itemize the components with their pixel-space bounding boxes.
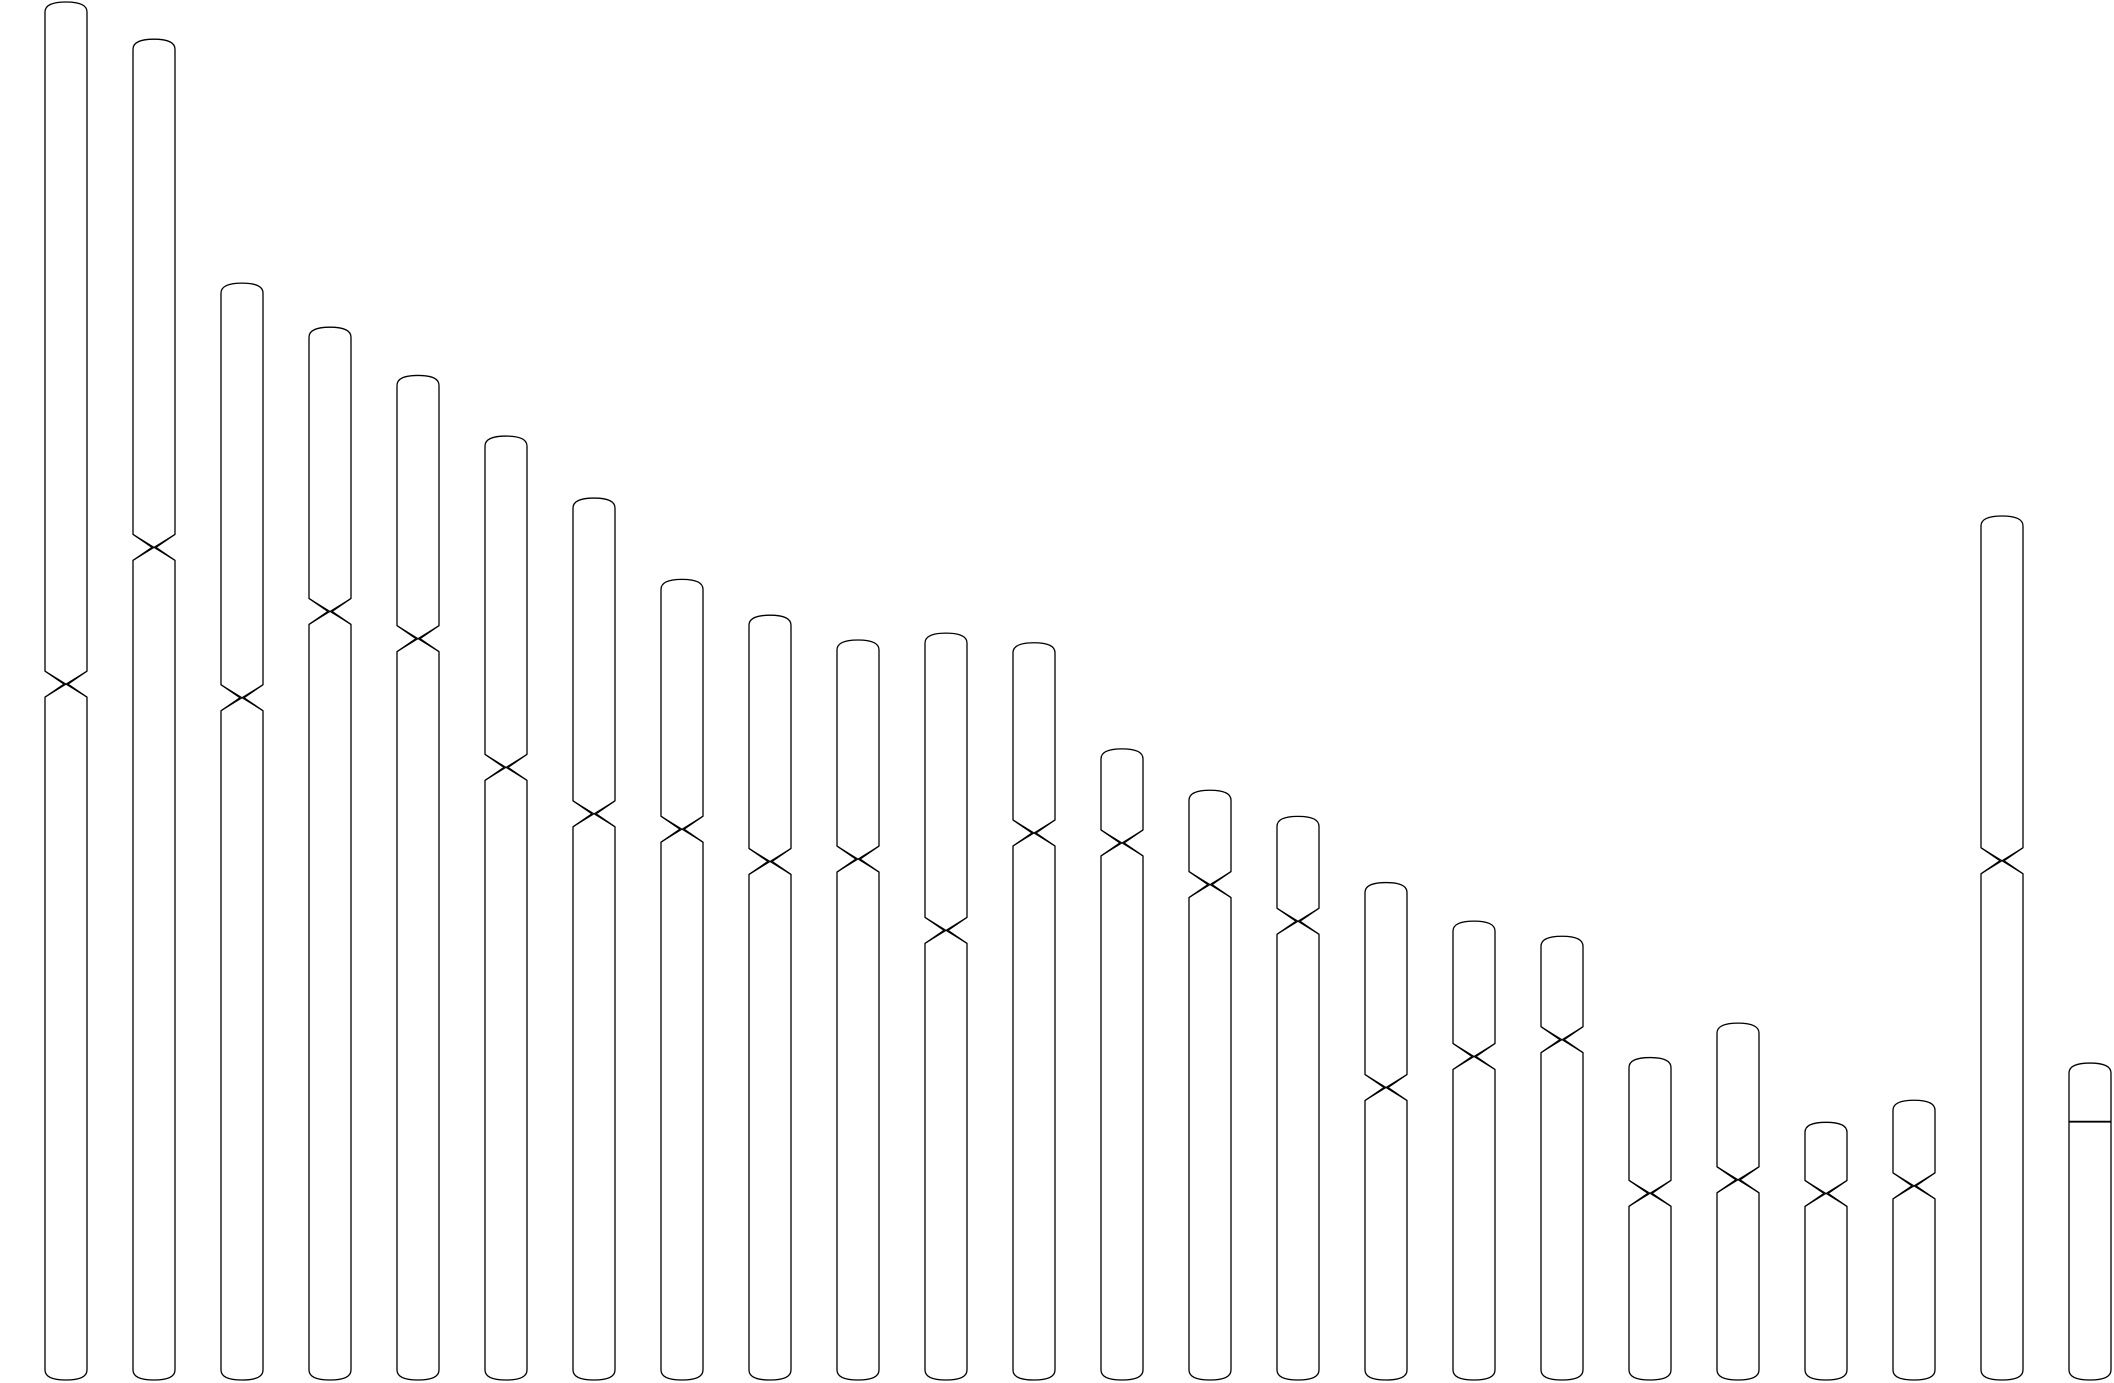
centromere-cross-line <box>1276 907 1320 935</box>
chromosome-outline <box>44 1 88 1381</box>
centromere-cross-line <box>924 916 968 944</box>
centromere-cross-line <box>1452 1043 1496 1070</box>
chromosome-21 <box>1804 1121 1848 1381</box>
centromere-cross-line <box>44 670 88 698</box>
centromere-cross-line <box>660 815 704 843</box>
chromosome-13 <box>1100 748 1144 1381</box>
centromere-cross-line <box>220 684 264 712</box>
chromosome-outline <box>1188 789 1232 1381</box>
centromere-cross-line <box>1100 829 1144 857</box>
chromosome-outline <box>1716 1022 1760 1381</box>
chromosome-X <box>1980 515 2024 1381</box>
chromosome-outline <box>1804 1121 1848 1381</box>
chromosome-5 <box>396 374 440 1381</box>
chromosome-12 <box>1012 642 1056 1381</box>
chromosome-10 <box>836 639 880 1381</box>
chromosome-22 <box>1892 1099 1936 1381</box>
chromosome-Y <box>2068 1062 2112 1381</box>
centromere-cross-line <box>1628 1179 1672 1207</box>
chromosome-outline <box>1100 748 1144 1381</box>
chromosome-outline <box>132 38 176 1381</box>
chromosome-outline <box>924 632 968 1381</box>
chromosome-outline <box>1980 515 2024 1381</box>
chromosome-outline <box>308 326 352 1381</box>
centromere-cross-line <box>1540 1026 1584 1054</box>
chromosome-outline <box>1012 642 1056 1381</box>
chromosome-outline <box>1364 881 1408 1381</box>
chromosome-1 <box>44 1 88 1381</box>
centromere-cross-line <box>1804 1179 1848 1207</box>
centromere-cross-line <box>308 597 352 625</box>
chromosome-outline <box>660 578 704 1381</box>
chromosome-outline <box>1892 1099 1936 1381</box>
chromosome-outline <box>1628 1056 1672 1381</box>
centromere-cross-line <box>748 848 792 875</box>
centromere-cross-line <box>132 533 176 561</box>
chromosome-8 <box>660 578 704 1381</box>
centromere-cross-line <box>572 800 616 828</box>
chromosome-9 <box>748 614 792 1381</box>
chromosome-20 <box>1716 1022 1760 1381</box>
chromosome-outline <box>1540 935 1584 1381</box>
chromosome-4 <box>308 326 352 1381</box>
chromosome-outline <box>220 282 264 1381</box>
chromosome-14 <box>1188 789 1232 1381</box>
centromere-cross-line <box>1892 1172 1936 1200</box>
chromosome-15 <box>1276 815 1320 1381</box>
chromosome-11 <box>924 632 968 1381</box>
centromere-cross-line <box>1716 1166 1760 1194</box>
chromosome-18 <box>1540 935 1584 1381</box>
centromere-cross-line <box>1012 819 1056 847</box>
chromosome-6 <box>484 435 528 1381</box>
chromosome-outline <box>836 639 880 1381</box>
centromere-cross-line <box>1980 847 2024 875</box>
centromere-cross-line <box>1188 871 1232 899</box>
centromere-cross-line <box>836 845 880 873</box>
chromosome-19 <box>1628 1056 1672 1381</box>
chromosome-16 <box>1364 881 1408 1381</box>
chromosome-3 <box>220 282 264 1381</box>
chromosome-outline <box>1276 815 1320 1381</box>
chromosome-2 <box>132 38 176 1381</box>
centromere-cross-line <box>1364 1074 1408 1101</box>
centromere-cross-line <box>396 625 440 653</box>
chromosome-outline <box>1452 920 1496 1381</box>
chromosome-7 <box>572 497 616 1381</box>
chromosome-outline <box>572 497 616 1381</box>
chromosome-outline <box>2068 1062 2112 1381</box>
chromosome-outline <box>484 435 528 1381</box>
chromosome-17 <box>1452 920 1496 1381</box>
chromosome-outline <box>396 374 440 1381</box>
centromere-cross-line <box>484 753 528 781</box>
chromosome-outline <box>748 614 792 1381</box>
